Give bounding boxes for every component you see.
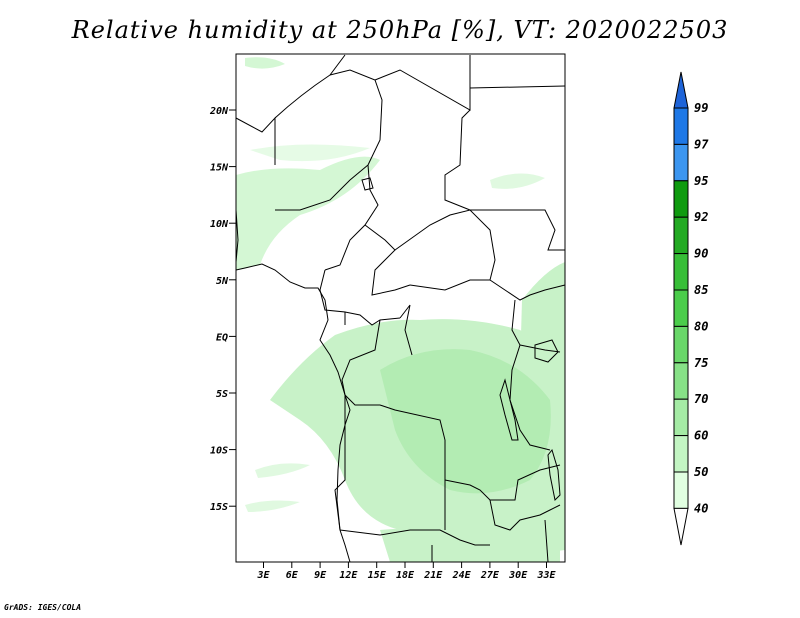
lat-tick-label: 10S	[210, 446, 228, 457]
colorbar-segment	[673, 398, 689, 437]
colorbar-label: 85	[694, 283, 708, 297]
colorbar-top-arrow	[673, 71, 689, 109]
lake-malawi	[547, 448, 561, 502]
lon-tick-label: 18E	[396, 570, 415, 581]
lon-tick-label: 15E	[368, 570, 387, 581]
grads-credit: GrADS: IGES/COLA	[4, 603, 82, 612]
humidity-patch-chad	[490, 173, 545, 189]
colorbar-segment	[673, 325, 689, 364]
colorbar-segment	[673, 107, 689, 145]
lon-tick-label: 6E	[286, 570, 299, 581]
colorbar-label: 80	[694, 319, 708, 333]
lat-tick-label: 15N	[210, 163, 229, 174]
humidity-shading	[236, 57, 565, 562]
colorbar-segment	[673, 180, 689, 218]
coastline	[235, 209, 351, 563]
lon-tick-label: 21E	[423, 570, 443, 581]
lake-chad	[361, 177, 374, 191]
lon-tick-label: 33E	[536, 570, 556, 581]
humidity-patch-sahara-top	[245, 57, 285, 69]
colorbar-label: 97	[694, 137, 709, 151]
colorbar-bottom-arrow	[673, 507, 689, 546]
colorbar-label: 90	[694, 247, 708, 261]
plot-title: Relative humidity at 250hPa [%], VT: 202…	[71, 16, 729, 44]
latitude-axis: 20N 15N 10N 5N EQ 5S 10S 15S	[209, 106, 236, 513]
colorbar-segment	[673, 216, 689, 255]
colorbar-segment	[673, 362, 689, 400]
colorbar-segment	[673, 253, 689, 291]
colorbar-label: 60	[694, 429, 708, 443]
lat-tick-label: EQ	[216, 332, 228, 343]
lon-tick-label: 9E	[314, 570, 327, 581]
humidity-patch-southwest-streak	[255, 463, 310, 478]
lake-victoria	[534, 339, 559, 363]
lon-tick-label: 24E	[452, 570, 472, 581]
colorbar-label: 50	[694, 465, 708, 479]
colorbar-label: 75	[694, 356, 708, 370]
humidity-patch-core	[380, 349, 551, 494]
humidity-patch-sahel	[250, 144, 370, 162]
colorbar-label: 92	[694, 210, 708, 224]
colorbar-label: 95	[694, 174, 708, 188]
lon-tick-label: 12E	[339, 570, 358, 581]
colorbar-segment	[673, 471, 689, 509]
lon-tick-label: 27E	[480, 570, 500, 581]
colorbar-segment	[673, 289, 689, 327]
lat-tick-label: 10N	[210, 219, 229, 230]
lon-tick-label: 3E	[256, 570, 270, 581]
humidity-patch-southwest-streak-2	[245, 500, 300, 512]
humidity-patch-south	[380, 528, 560, 562]
lat-tick-label: 15S	[210, 502, 228, 513]
lakes	[361, 177, 561, 502]
lon-tick-label: 30E	[508, 570, 528, 581]
map-frame	[235, 53, 566, 563]
colorbar-label: 70	[694, 392, 708, 406]
colorbar-label: 99	[694, 101, 708, 115]
lat-tick-label: 5N	[216, 276, 229, 287]
longitude-axis: 3E 6E 9E 12E 15E 18E 21E 24E 27E 30E 33E	[256, 562, 557, 581]
humidity-patch-west-africa	[236, 156, 380, 270]
colorbar-segment	[673, 435, 689, 473]
lat-tick-label: 20N	[209, 106, 229, 117]
colorbar: 99 97 95 92 90 85 80 75 70 60 50 40	[673, 71, 709, 546]
colorbar-segment	[673, 143, 689, 182]
lake-tanganyika	[499, 378, 519, 441]
colorbar-label: 40	[694, 501, 708, 515]
lat-tick-label: 5S	[216, 389, 228, 400]
